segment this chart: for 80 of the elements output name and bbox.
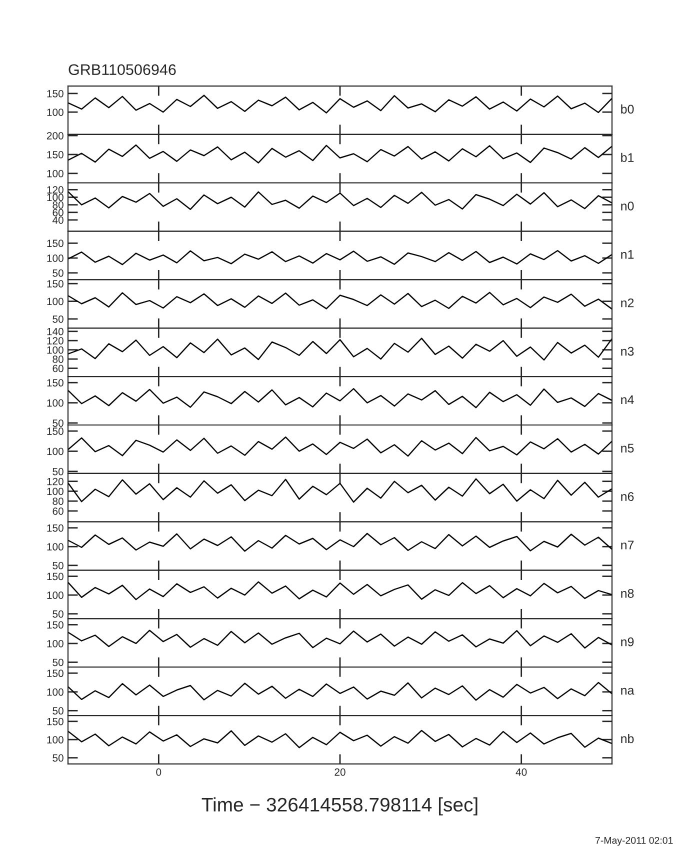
y-tick-label: 100	[47, 640, 64, 648]
y-tick-label: 150	[47, 90, 64, 98]
y-tick-label: 150	[47, 240, 64, 248]
y-tick-label: 60	[52, 208, 64, 216]
line-series	[68, 532, 612, 552]
x-tick-label: 40	[516, 768, 527, 776]
y-axis-title: n1	[621, 250, 634, 259]
y-tick-label: 50	[52, 315, 64, 323]
y-tick-label: 150	[47, 524, 64, 532]
y-tick-label: 100	[47, 298, 64, 306]
y-tick-label: 150	[47, 718, 64, 726]
y-tick-label: 150	[47, 151, 64, 158]
y-tick-label: 120	[47, 478, 64, 486]
y-axis-title: n8	[621, 588, 634, 598]
line-series	[68, 436, 612, 457]
y-tick-label: 40	[52, 216, 64, 224]
line-series	[68, 94, 612, 114]
y-tick-label: 80	[52, 356, 64, 363]
line-series	[68, 338, 612, 361]
y-tick-label: 100	[47, 688, 64, 696]
y-tick-label: 100	[47, 170, 64, 178]
y-tick-label: 100	[47, 346, 64, 354]
y-tick-label: 140	[47, 328, 64, 336]
y-axis-title: n7	[621, 540, 634, 550]
y-tick-label: 100	[47, 736, 64, 744]
line-series	[68, 478, 612, 503]
y-axis-title: n4	[621, 395, 634, 404]
y-axis-title: n0	[621, 202, 634, 210]
y-axis-title: n3	[621, 346, 634, 356]
chart-title: GRB110506946	[68, 64, 176, 76]
y-tick-label: 150	[47, 670, 64, 678]
line-series	[68, 250, 612, 266]
y-tick-label: 100	[47, 543, 64, 551]
y-tick-label: 80	[52, 498, 64, 505]
line-series	[68, 682, 612, 701]
y-tick-label: 150	[47, 379, 64, 387]
y-tick-label: 150	[47, 280, 64, 288]
y-axis-title: n2	[621, 298, 634, 308]
y-tick-label: 100	[47, 448, 64, 456]
y-tick-label: 50	[52, 610, 64, 618]
line-series	[68, 190, 612, 210]
line-series	[68, 292, 612, 310]
y-tick-label: 50	[52, 562, 64, 570]
y-tick-label: 150	[47, 621, 64, 629]
x-axis-title: Time − 326414558.798114 [sec]	[202, 797, 478, 816]
y-axis-title: b1	[621, 152, 634, 162]
line-series	[68, 630, 612, 649]
y-tick-label: 150	[47, 428, 64, 435]
y-axis-title: nb	[621, 734, 634, 744]
y-tick-label: 100	[47, 399, 64, 407]
line-series	[68, 581, 612, 600]
text: 7-May-2011 02:01	[596, 836, 673, 846]
y-tick-label: 100	[47, 254, 64, 262]
x-tick-label: 0	[156, 768, 162, 776]
line-series	[68, 388, 612, 408]
y-axis-title: n9	[621, 637, 634, 646]
y-tick-label: 50	[52, 468, 64, 476]
y-axis-title: n5	[621, 444, 634, 453]
y-axis-title: na	[621, 688, 634, 695]
y-tick-label: 100	[47, 194, 64, 202]
x-tick-label: 20	[334, 768, 346, 776]
y-tick-label: 50	[52, 754, 64, 762]
y-axis-title: b0	[621, 104, 634, 114]
y-tick-label: 150	[47, 572, 64, 580]
y-tick-label: 60	[52, 507, 64, 515]
y-tick-label: 120	[47, 186, 64, 194]
y-tick-label: 100	[47, 488, 64, 496]
y-tick-label: 100	[47, 108, 64, 116]
line-series	[68, 730, 612, 748]
y-tick-label: 50	[52, 269, 64, 277]
y-tick-label: 200	[46, 132, 64, 140]
y-tick-label: 60	[52, 364, 64, 372]
y-tick-label: 50	[52, 658, 64, 666]
y-tick-label: 100	[47, 592, 64, 599]
y-axis-title: n6	[621, 492, 634, 501]
y-tick-label: 50	[52, 707, 64, 715]
line-series	[68, 144, 612, 164]
y-tick-label: 80	[52, 201, 64, 209]
y-tick-label: 120	[47, 337, 64, 344]
y-tick-label: 50	[52, 419, 64, 427]
